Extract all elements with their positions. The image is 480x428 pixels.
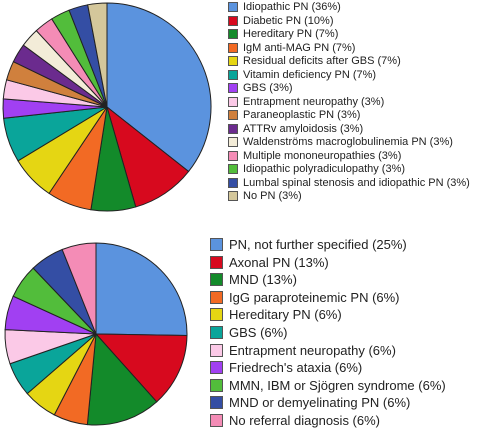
- legend-swatch: [228, 56, 238, 66]
- legend-swatch: [228, 15, 238, 26]
- legend-swatch: [210, 378, 223, 392]
- legend-swatch: [228, 137, 238, 147]
- legend-label: MND or demyelinating PN (6%): [229, 395, 411, 411]
- legend-swatch: [210, 238, 223, 251]
- legend-swatch: [210, 290, 223, 304]
- pie-slice-11: [61, 242, 97, 335]
- legend-label: GBS (6%): [229, 325, 288, 340]
- legend-swatch: [228, 42, 238, 53]
- legend-label: IgM anti-MAG PN (7%): [243, 41, 356, 54]
- legend-swatch: [228, 96, 238, 107]
- legend-label: Multiple mononeuropathies (3%): [243, 149, 402, 162]
- legend-label: ATTRv amyloidosis (3%): [243, 122, 364, 135]
- pie-slice-15: [87, 2, 108, 108]
- legend-swatch: [210, 343, 223, 357]
- legend-label: Idiopathic polyradiculopathy (3%): [243, 163, 406, 175]
- legend-label: No PN (3%): [243, 190, 302, 202]
- legend-swatch: [210, 326, 223, 339]
- legend-label: Diabetic PN (10%): [243, 14, 334, 27]
- pie-chart-top: [2, 2, 212, 212]
- pie-slice-1: [95, 242, 188, 336]
- legend-swatch: [228, 2, 238, 12]
- legend-label: PN, not further specified (25%): [229, 237, 407, 252]
- legend-swatch: [228, 110, 238, 120]
- legend-label: MMN, IBM or Sjögren syndrome (6%): [229, 377, 446, 393]
- legend-label: IgG paraproteinemic PN (6%): [229, 289, 400, 305]
- legend-swatch: [210, 308, 223, 322]
- legend-label: No referral diagnosis (6%): [229, 413, 381, 428]
- legend-label: Vitamin deficiency PN (7%): [243, 68, 377, 81]
- legend-label: Hereditary PN (7%): [243, 28, 339, 40]
- legend-label: MND (13%): [229, 272, 297, 288]
- legend-label: Entrapment neuropathy (3%): [243, 95, 385, 108]
- legend-label: Entrapment neuropathy (6%): [229, 342, 396, 358]
- legend-swatch: [228, 123, 238, 134]
- pie-chart-bottom: [4, 242, 188, 426]
- legend-label: Friedrech's ataxia (6%): [229, 360, 363, 376]
- legend-swatch: [210, 255, 223, 269]
- pie-slice-1: [106, 2, 212, 173]
- pie-slice-3: [86, 332, 158, 426]
- legend-swatch: [228, 83, 238, 93]
- legend-swatch: [228, 191, 238, 201]
- legend-label: Axonal PN (13%): [229, 254, 329, 270]
- legend-label: Residual deficits after GBS (7%): [243, 55, 401, 67]
- legend-swatch: [228, 29, 238, 39]
- legend-swatch: [228, 69, 238, 80]
- legend-swatch: [228, 164, 238, 174]
- legend-label: Idiopathic PN (36%): [243, 1, 341, 13]
- legend-swatch: [210, 414, 223, 427]
- legend-label: Paraneoplastic PN (3%): [243, 109, 361, 121]
- legend-swatch: [210, 273, 223, 287]
- legend-swatch: [210, 361, 223, 375]
- legend-swatch: [228, 150, 238, 161]
- legend-label: Lumbal spinal stenosis and idiopathic PN…: [243, 176, 470, 189]
- legend-swatch: [210, 396, 223, 410]
- legend-label: Hereditary PN (6%): [229, 307, 342, 323]
- pie-slice-2: [94, 333, 188, 403]
- legend-swatch: [228, 177, 238, 188]
- legend-label: Waldenströms macroglobulinemia PN (3%): [243, 136, 453, 148]
- legend-label: GBS (3%): [243, 82, 293, 94]
